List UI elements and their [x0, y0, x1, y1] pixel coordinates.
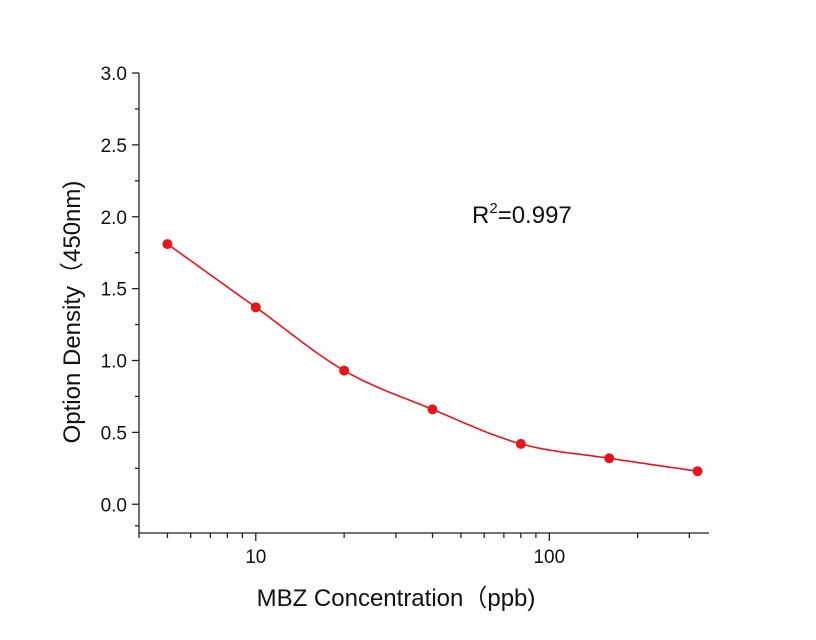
data-point — [692, 466, 703, 477]
y-axis-title: Option Density（450nm) — [59, 181, 86, 444]
y-tick-label: 2.0 — [101, 208, 127, 229]
tick-marks — [132, 72, 691, 541]
data-point — [162, 239, 173, 250]
fit-curve — [166, 243, 698, 472]
y-tick-label: 0.5 — [101, 423, 127, 444]
data-point — [250, 302, 261, 313]
data-point — [339, 365, 350, 376]
r-squared-superscript: 2 — [489, 200, 497, 217]
r-squared-annotation: R2=0.997 — [472, 200, 572, 229]
axes — [138, 73, 709, 534]
x-tick-label: 100 — [533, 547, 565, 568]
y-tick-label: 3.0 — [101, 64, 127, 85]
data-point — [604, 453, 615, 464]
x-tick-label: 10 — [245, 547, 266, 568]
data-point — [515, 438, 526, 449]
y-tick-label: 2.5 — [101, 136, 127, 157]
data-point — [427, 404, 438, 415]
y-tick-label: 1.5 — [101, 280, 127, 301]
y-tick-label: 1.0 — [101, 352, 127, 373]
tick-labels: 0.0 0.5 1.0 1.5 2.0 2.5 3.0 10 100 — [101, 64, 566, 568]
data-points — [162, 239, 703, 477]
x-axis-title: MBZ Concentration（ppb) — [257, 585, 536, 612]
r-squared-base: R — [472, 202, 489, 229]
r-squared-value: =0.997 — [498, 202, 572, 229]
y-tick-label: 0.0 — [101, 495, 127, 516]
